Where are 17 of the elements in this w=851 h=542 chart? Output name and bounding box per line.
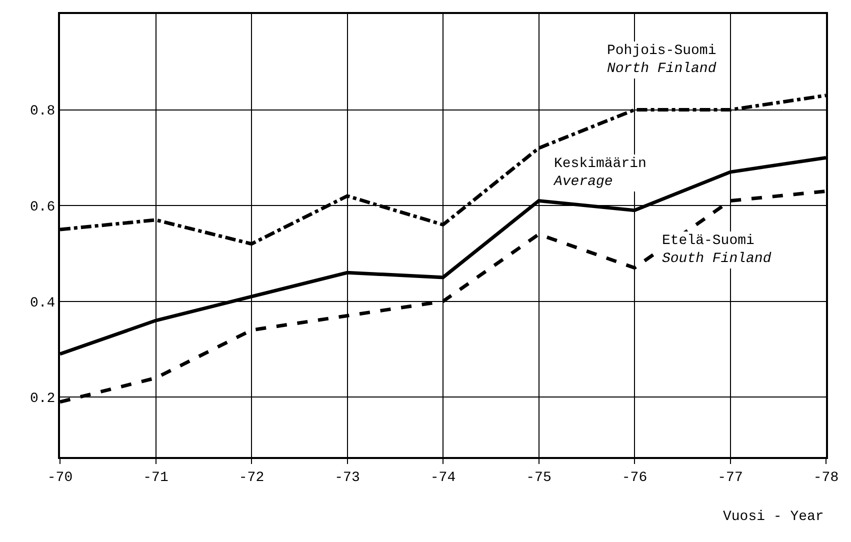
y-tick-label: 0.6 [30,199,56,216]
text: Pohjois-Suomi North Finland [607,43,717,78]
x-tick-label: -73 [334,470,360,486]
x-tick-label: -72 [238,470,264,486]
x-tick-label: -71 [143,470,168,486]
x-tick-label: -77 [718,470,743,486]
series-label: Etelä-Suomi South Finland [662,233,772,268]
x-tick-label: -70 [47,470,73,486]
y-tick-label: 0.4 [30,295,56,312]
series-label: Keskimäärin Average [553,156,646,190]
x-tick-label: -78 [813,470,839,486]
y-tick-label: 0.8 [30,104,56,120]
x-axis-title: Vuosi - Year [723,509,824,525]
y-tick-label: 0.2 [30,391,56,408]
x-tick-label: -74 [430,470,456,486]
x-tick-label: -76 [622,470,648,486]
x-tick-label: -75 [526,470,552,486]
